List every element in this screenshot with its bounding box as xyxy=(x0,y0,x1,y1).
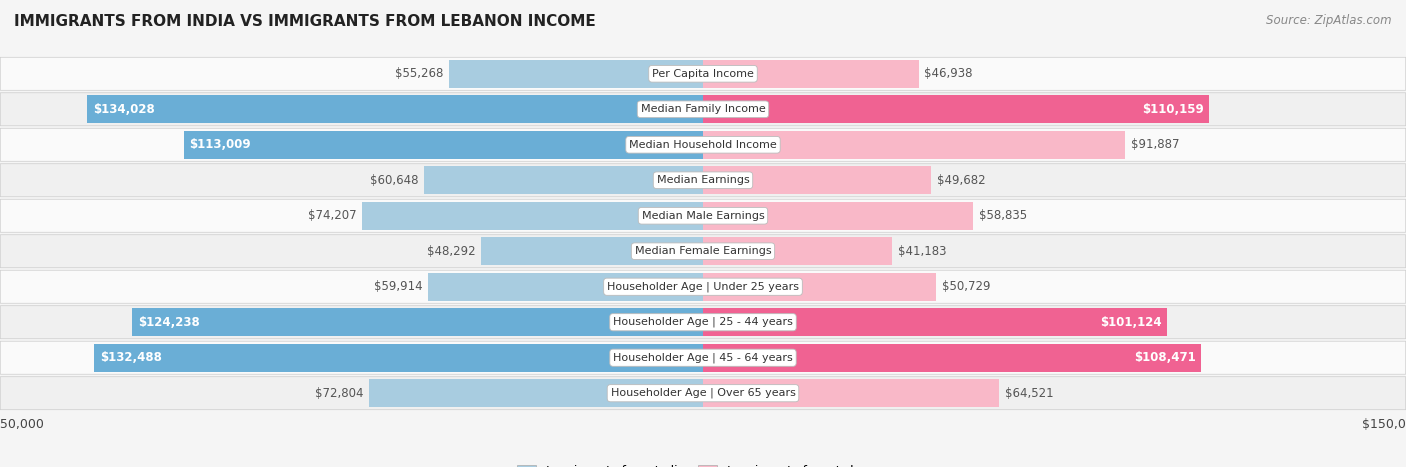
Bar xyxy=(703,308,1167,336)
Text: Median Household Income: Median Household Income xyxy=(628,140,778,150)
FancyBboxPatch shape xyxy=(0,164,1406,197)
Bar xyxy=(449,60,703,88)
Text: $132,488: $132,488 xyxy=(100,351,162,364)
Text: $113,009: $113,009 xyxy=(190,138,252,151)
Bar xyxy=(87,95,703,123)
Bar xyxy=(132,308,703,336)
Text: $50,729: $50,729 xyxy=(942,280,990,293)
Bar xyxy=(703,379,1000,407)
Bar xyxy=(427,273,703,301)
FancyBboxPatch shape xyxy=(0,57,1406,90)
FancyBboxPatch shape xyxy=(0,128,1406,161)
Text: $58,835: $58,835 xyxy=(979,209,1026,222)
Text: Median Male Earnings: Median Male Earnings xyxy=(641,211,765,221)
Text: $60,648: $60,648 xyxy=(370,174,419,187)
Bar xyxy=(703,166,931,194)
Text: $41,183: $41,183 xyxy=(897,245,946,258)
Text: $91,887: $91,887 xyxy=(1130,138,1180,151)
Text: $72,804: $72,804 xyxy=(315,387,363,400)
Bar xyxy=(703,131,1125,159)
Text: $49,682: $49,682 xyxy=(936,174,986,187)
Text: Source: ZipAtlas.com: Source: ZipAtlas.com xyxy=(1267,14,1392,27)
Bar xyxy=(703,60,918,88)
FancyBboxPatch shape xyxy=(0,341,1406,374)
Text: Householder Age | 45 - 64 years: Householder Age | 45 - 64 years xyxy=(613,353,793,363)
Text: $46,938: $46,938 xyxy=(924,67,973,80)
Text: $134,028: $134,028 xyxy=(93,103,155,116)
FancyBboxPatch shape xyxy=(0,199,1406,232)
Text: Householder Age | 25 - 44 years: Householder Age | 25 - 44 years xyxy=(613,317,793,327)
FancyBboxPatch shape xyxy=(0,235,1406,268)
Bar xyxy=(703,202,973,230)
Bar xyxy=(703,344,1201,372)
Bar xyxy=(368,379,703,407)
Text: $64,521: $64,521 xyxy=(1005,387,1053,400)
FancyBboxPatch shape xyxy=(0,270,1406,303)
Bar xyxy=(94,344,703,372)
Text: $124,238: $124,238 xyxy=(138,316,200,329)
FancyBboxPatch shape xyxy=(0,93,1406,126)
Text: Per Capita Income: Per Capita Income xyxy=(652,69,754,79)
Bar xyxy=(481,237,703,265)
Text: Householder Age | Under 25 years: Householder Age | Under 25 years xyxy=(607,282,799,292)
Text: Median Earnings: Median Earnings xyxy=(657,175,749,185)
Text: Median Family Income: Median Family Income xyxy=(641,104,765,114)
Text: $48,292: $48,292 xyxy=(427,245,475,258)
Bar xyxy=(363,202,703,230)
Bar xyxy=(184,131,703,159)
Text: Median Female Earnings: Median Female Earnings xyxy=(634,246,772,256)
Text: $101,124: $101,124 xyxy=(1101,316,1161,329)
Text: Householder Age | Over 65 years: Householder Age | Over 65 years xyxy=(610,388,796,398)
Text: $59,914: $59,914 xyxy=(374,280,422,293)
Bar xyxy=(425,166,703,194)
Legend: Immigrants from India, Immigrants from Lebanon: Immigrants from India, Immigrants from L… xyxy=(512,460,894,467)
Bar xyxy=(703,95,1209,123)
Bar xyxy=(703,237,893,265)
FancyBboxPatch shape xyxy=(0,377,1406,410)
Text: $55,268: $55,268 xyxy=(395,67,444,80)
Text: $110,159: $110,159 xyxy=(1142,103,1204,116)
Bar xyxy=(703,273,936,301)
Text: $74,207: $74,207 xyxy=(308,209,357,222)
FancyBboxPatch shape xyxy=(0,306,1406,339)
Text: $108,471: $108,471 xyxy=(1133,351,1195,364)
Text: IMMIGRANTS FROM INDIA VS IMMIGRANTS FROM LEBANON INCOME: IMMIGRANTS FROM INDIA VS IMMIGRANTS FROM… xyxy=(14,14,596,29)
